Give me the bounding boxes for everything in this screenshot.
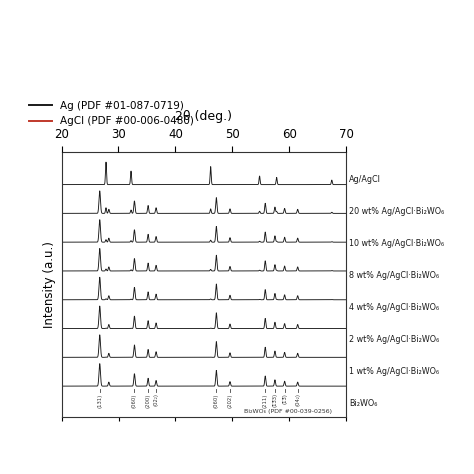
Text: Bi₂WO₆: Bi₂WO₆ — [349, 399, 377, 408]
Text: 10 wt% Ag/AgCl·Bi₂WO₆: 10 wt% Ag/AgCl·Bi₂WO₆ — [349, 239, 444, 248]
X-axis label: 2θ (deg.): 2θ (deg.) — [175, 110, 232, 123]
Text: 2 wt% Ag/AgCl·Bi₂WO₆: 2 wt% Ag/AgCl·Bi₂WO₆ — [349, 335, 439, 344]
Text: (200): (200) — [146, 393, 151, 408]
Text: (1̅3̅): (1̅3̅) — [282, 393, 287, 404]
Text: 8 wt% Ag/AgCl·Bi₂WO₆: 8 wt% Ag/AgCl·Bi₂WO₆ — [349, 271, 439, 280]
Text: 4 wt% Ag/AgCl·Bi₂WO₆: 4 wt% Ag/AgCl·Bi₂WO₆ — [349, 303, 439, 312]
Text: (04₂): (04₂) — [295, 393, 300, 406]
Text: (202): (202) — [228, 393, 232, 408]
Text: Bi₂WO₆ (PDF #00-039-0256): Bi₂WO₆ (PDF #00-039-0256) — [244, 409, 332, 414]
Text: Ag/AgCl: Ag/AgCl — [349, 174, 381, 183]
Text: (1̅3̅3): (1̅3̅3) — [273, 393, 277, 407]
Text: (02₂): (02₂) — [154, 393, 158, 406]
Text: (131): (131) — [97, 393, 102, 408]
Y-axis label: Intensity (a.u.): Intensity (a.u.) — [43, 241, 56, 328]
Text: (060): (060) — [214, 393, 219, 408]
Text: 20 wt% Ag/AgCl·Bi₂WO₆: 20 wt% Ag/AgCl·Bi₂WO₆ — [349, 207, 444, 216]
Legend: Ag (PDF #01-087-0719), AgCl (PDF #00-006-0480): Ag (PDF #01-087-0719), AgCl (PDF #00-006… — [29, 101, 194, 127]
Text: (211): (211) — [263, 393, 268, 408]
Text: (060): (060) — [132, 393, 137, 408]
Text: 1 wt% Ag/AgCl·Bi₂WO₆: 1 wt% Ag/AgCl·Bi₂WO₆ — [349, 367, 439, 376]
